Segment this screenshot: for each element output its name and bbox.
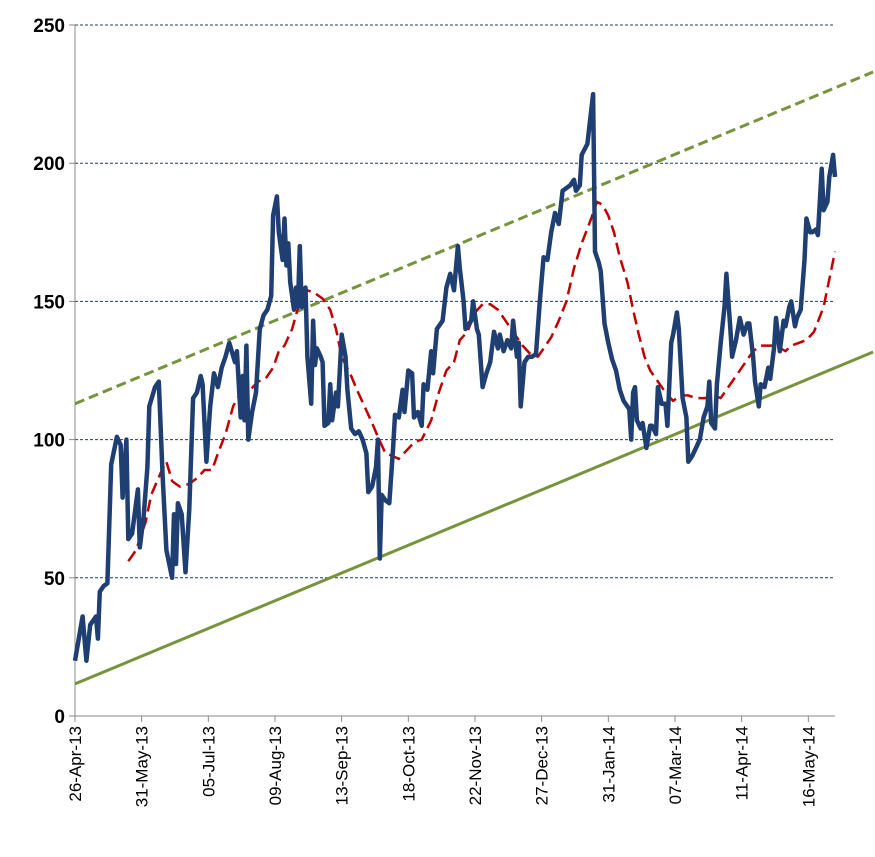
x-tick-label: 26-Apr-13: [66, 726, 85, 802]
x-tick-label: 31-May-13: [133, 726, 152, 807]
upper-trend-line: [74, 70, 874, 406]
x-tick-label: 07-Mar-14: [666, 726, 685, 804]
y-tick-label: 100: [33, 431, 65, 452]
y-tick-label: 150: [33, 292, 65, 313]
axes: [69, 24, 835, 722]
x-tick-label: 27-Dec-13: [533, 726, 552, 805]
x-tick-label: 11-Apr-14: [733, 726, 752, 800]
lower-trend-line: [74, 350, 874, 686]
gridlines: [75, 24, 835, 579]
y-tick-label: 250: [33, 16, 65, 37]
x-tick-labels: 26-Apr-13 31-May-13 05-Jul-13 09-Aug-13 13-S…: [66, 726, 818, 807]
x-tick-label: 05-Jul-13: [199, 726, 218, 797]
y-tick-label: 50: [44, 569, 65, 590]
y-tick-label: 0: [54, 707, 65, 728]
x-tick-label: 18-Oct-13: [399, 726, 418, 802]
x-tick-label: 22-Nov-13: [466, 726, 485, 805]
series-group: [72, 70, 874, 686]
y-tick-labels: 0 50 100 150 200 250: [33, 16, 65, 728]
x-tick-label: 31-Jan-14: [599, 726, 618, 803]
x-tick-label: 16-May-14: [799, 726, 818, 807]
x-tick-label: 09-Aug-13: [266, 726, 285, 805]
y-tick-label: 200: [33, 154, 65, 175]
x-tick-label: 13-Sep-13: [333, 726, 352, 805]
price-series-line: [72, 91, 838, 663]
